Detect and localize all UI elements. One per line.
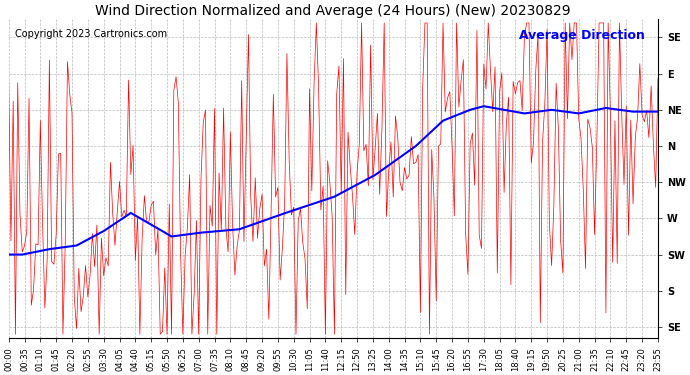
Title: Wind Direction Normalized and Average (24 Hours) (New) 20230829: Wind Direction Normalized and Average (2… — [95, 4, 571, 18]
Text: Average Direction: Average Direction — [519, 29, 645, 42]
Text: Copyright 2023 Cartronics.com: Copyright 2023 Cartronics.com — [15, 29, 167, 39]
